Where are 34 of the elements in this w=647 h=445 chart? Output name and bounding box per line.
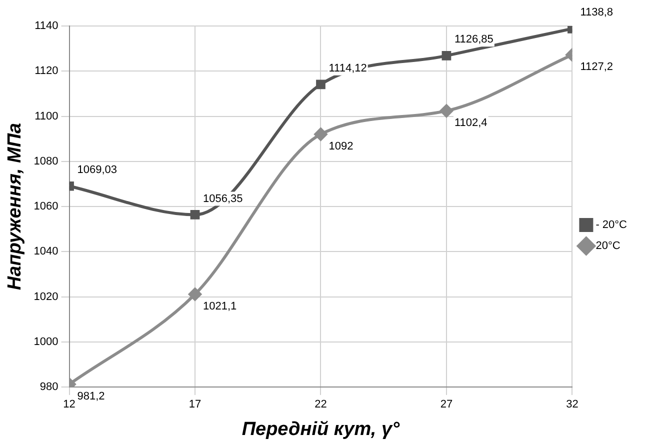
x-tick-label: 27 <box>440 398 453 411</box>
x-tick-label: 12 <box>63 398 76 411</box>
y-tick-label: 1100 <box>34 110 58 122</box>
data-label: 1126,85 <box>454 34 494 46</box>
data-label: 1092 <box>328 140 354 152</box>
x-tick-label: 22 <box>314 398 327 411</box>
y-tick-label: 1140 <box>34 20 58 32</box>
legend-label: 20°C <box>596 240 620 252</box>
data-label: 1138,8 <box>580 6 614 19</box>
point <box>316 80 326 90</box>
y-tick-label: 1120 <box>34 65 58 78</box>
y-tick-label: 1060 <box>34 200 58 213</box>
x-tick-label: 17 <box>188 398 202 411</box>
data-label: 1127,2 <box>580 60 614 73</box>
legend-label: - 20°C <box>596 219 628 232</box>
point <box>190 210 200 220</box>
x-tick-label: 32 <box>566 398 578 411</box>
point <box>440 104 453 118</box>
y-tick-label: 980 <box>40 381 58 394</box>
point <box>188 288 202 301</box>
data-label: 981,2 <box>77 390 105 402</box>
point <box>442 50 452 60</box>
data-label: 1056,35 <box>203 192 243 205</box>
y-axis-title: Напруження, МПа <box>4 122 26 290</box>
point <box>314 128 328 141</box>
y-tick-label: 1020 <box>34 290 58 303</box>
data-label: 1102,4 <box>454 116 488 129</box>
data-label: 1021,1 <box>203 300 237 312</box>
x-axis-title: Передній кут, γ° <box>242 418 400 440</box>
data-label: 1114,12 <box>328 62 367 74</box>
y-tick-label: 1080 <box>34 155 58 168</box>
y-tick-label: 1040 <box>34 246 58 258</box>
y-tick-label: 1000 <box>34 336 58 348</box>
data-label: 1069,03 <box>77 164 118 176</box>
